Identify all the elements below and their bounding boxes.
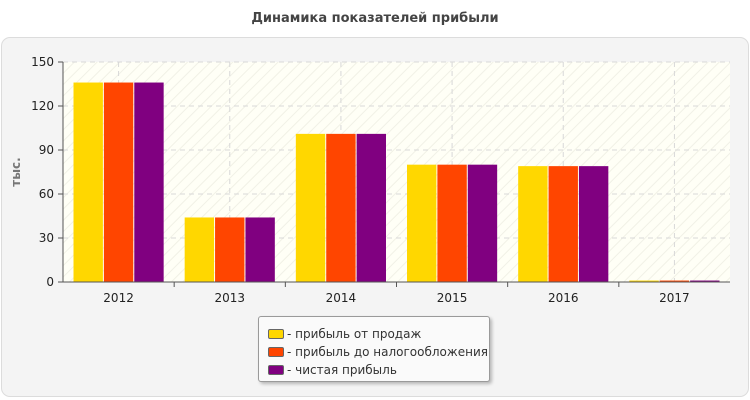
bar xyxy=(690,280,720,282)
bar xyxy=(467,164,498,282)
y-tick-label: 150 xyxy=(31,55,54,69)
y-tick-label: 90 xyxy=(39,143,54,157)
y-tick-label: 60 xyxy=(39,187,54,201)
y-tick-label: 30 xyxy=(39,231,54,245)
legend-item-pretax-profit: - прибыль до налогообложения xyxy=(268,343,489,361)
legend-label: - чистая прибыль xyxy=(287,363,397,377)
legend-item-net-profit: - чистая прибыль xyxy=(268,361,489,379)
bar xyxy=(245,217,275,282)
bar xyxy=(134,82,164,283)
legend: - прибыль от продаж - прибыль до налогоо… xyxy=(258,316,490,382)
bar xyxy=(103,82,134,283)
legend-swatch xyxy=(268,329,284,339)
x-tick-label: 2016 xyxy=(548,291,579,305)
x-tick-label: 2017 xyxy=(659,291,690,305)
bar xyxy=(629,280,659,282)
bar xyxy=(215,217,245,282)
y-axis-label: тыс. xyxy=(9,157,23,186)
bar xyxy=(578,166,609,282)
bar xyxy=(184,217,215,282)
x-tick-label: 2013 xyxy=(214,291,245,305)
bar xyxy=(437,164,467,282)
x-tick-label: 2012 xyxy=(103,291,134,305)
bar xyxy=(326,133,356,282)
axes: 0 30 60 90 120 150 2012 2013 2014 2015 2016 2017 xyxy=(31,55,730,305)
legend-label: - прибыль до налогообложения xyxy=(287,345,488,359)
legend-label: - прибыль от продаж xyxy=(287,327,422,341)
plot-area xyxy=(63,62,730,282)
bars xyxy=(73,82,720,283)
bar xyxy=(659,280,690,282)
bar xyxy=(295,133,326,282)
chart-title: Динамика показателей прибыли xyxy=(251,11,499,26)
bar xyxy=(548,166,578,282)
y-tick-label: 120 xyxy=(31,99,54,113)
bar xyxy=(518,166,548,282)
bar xyxy=(73,82,103,283)
legend-item-sales-profit: - прибыль от продаж xyxy=(268,325,489,343)
bar xyxy=(407,164,437,282)
x-tick-label: 2015 xyxy=(437,291,468,305)
x-tick-label: 2014 xyxy=(326,291,357,305)
bar xyxy=(356,133,386,282)
y-tick-label: 0 xyxy=(46,275,54,289)
legend-swatch xyxy=(268,347,284,357)
legend-swatch xyxy=(268,365,284,375)
